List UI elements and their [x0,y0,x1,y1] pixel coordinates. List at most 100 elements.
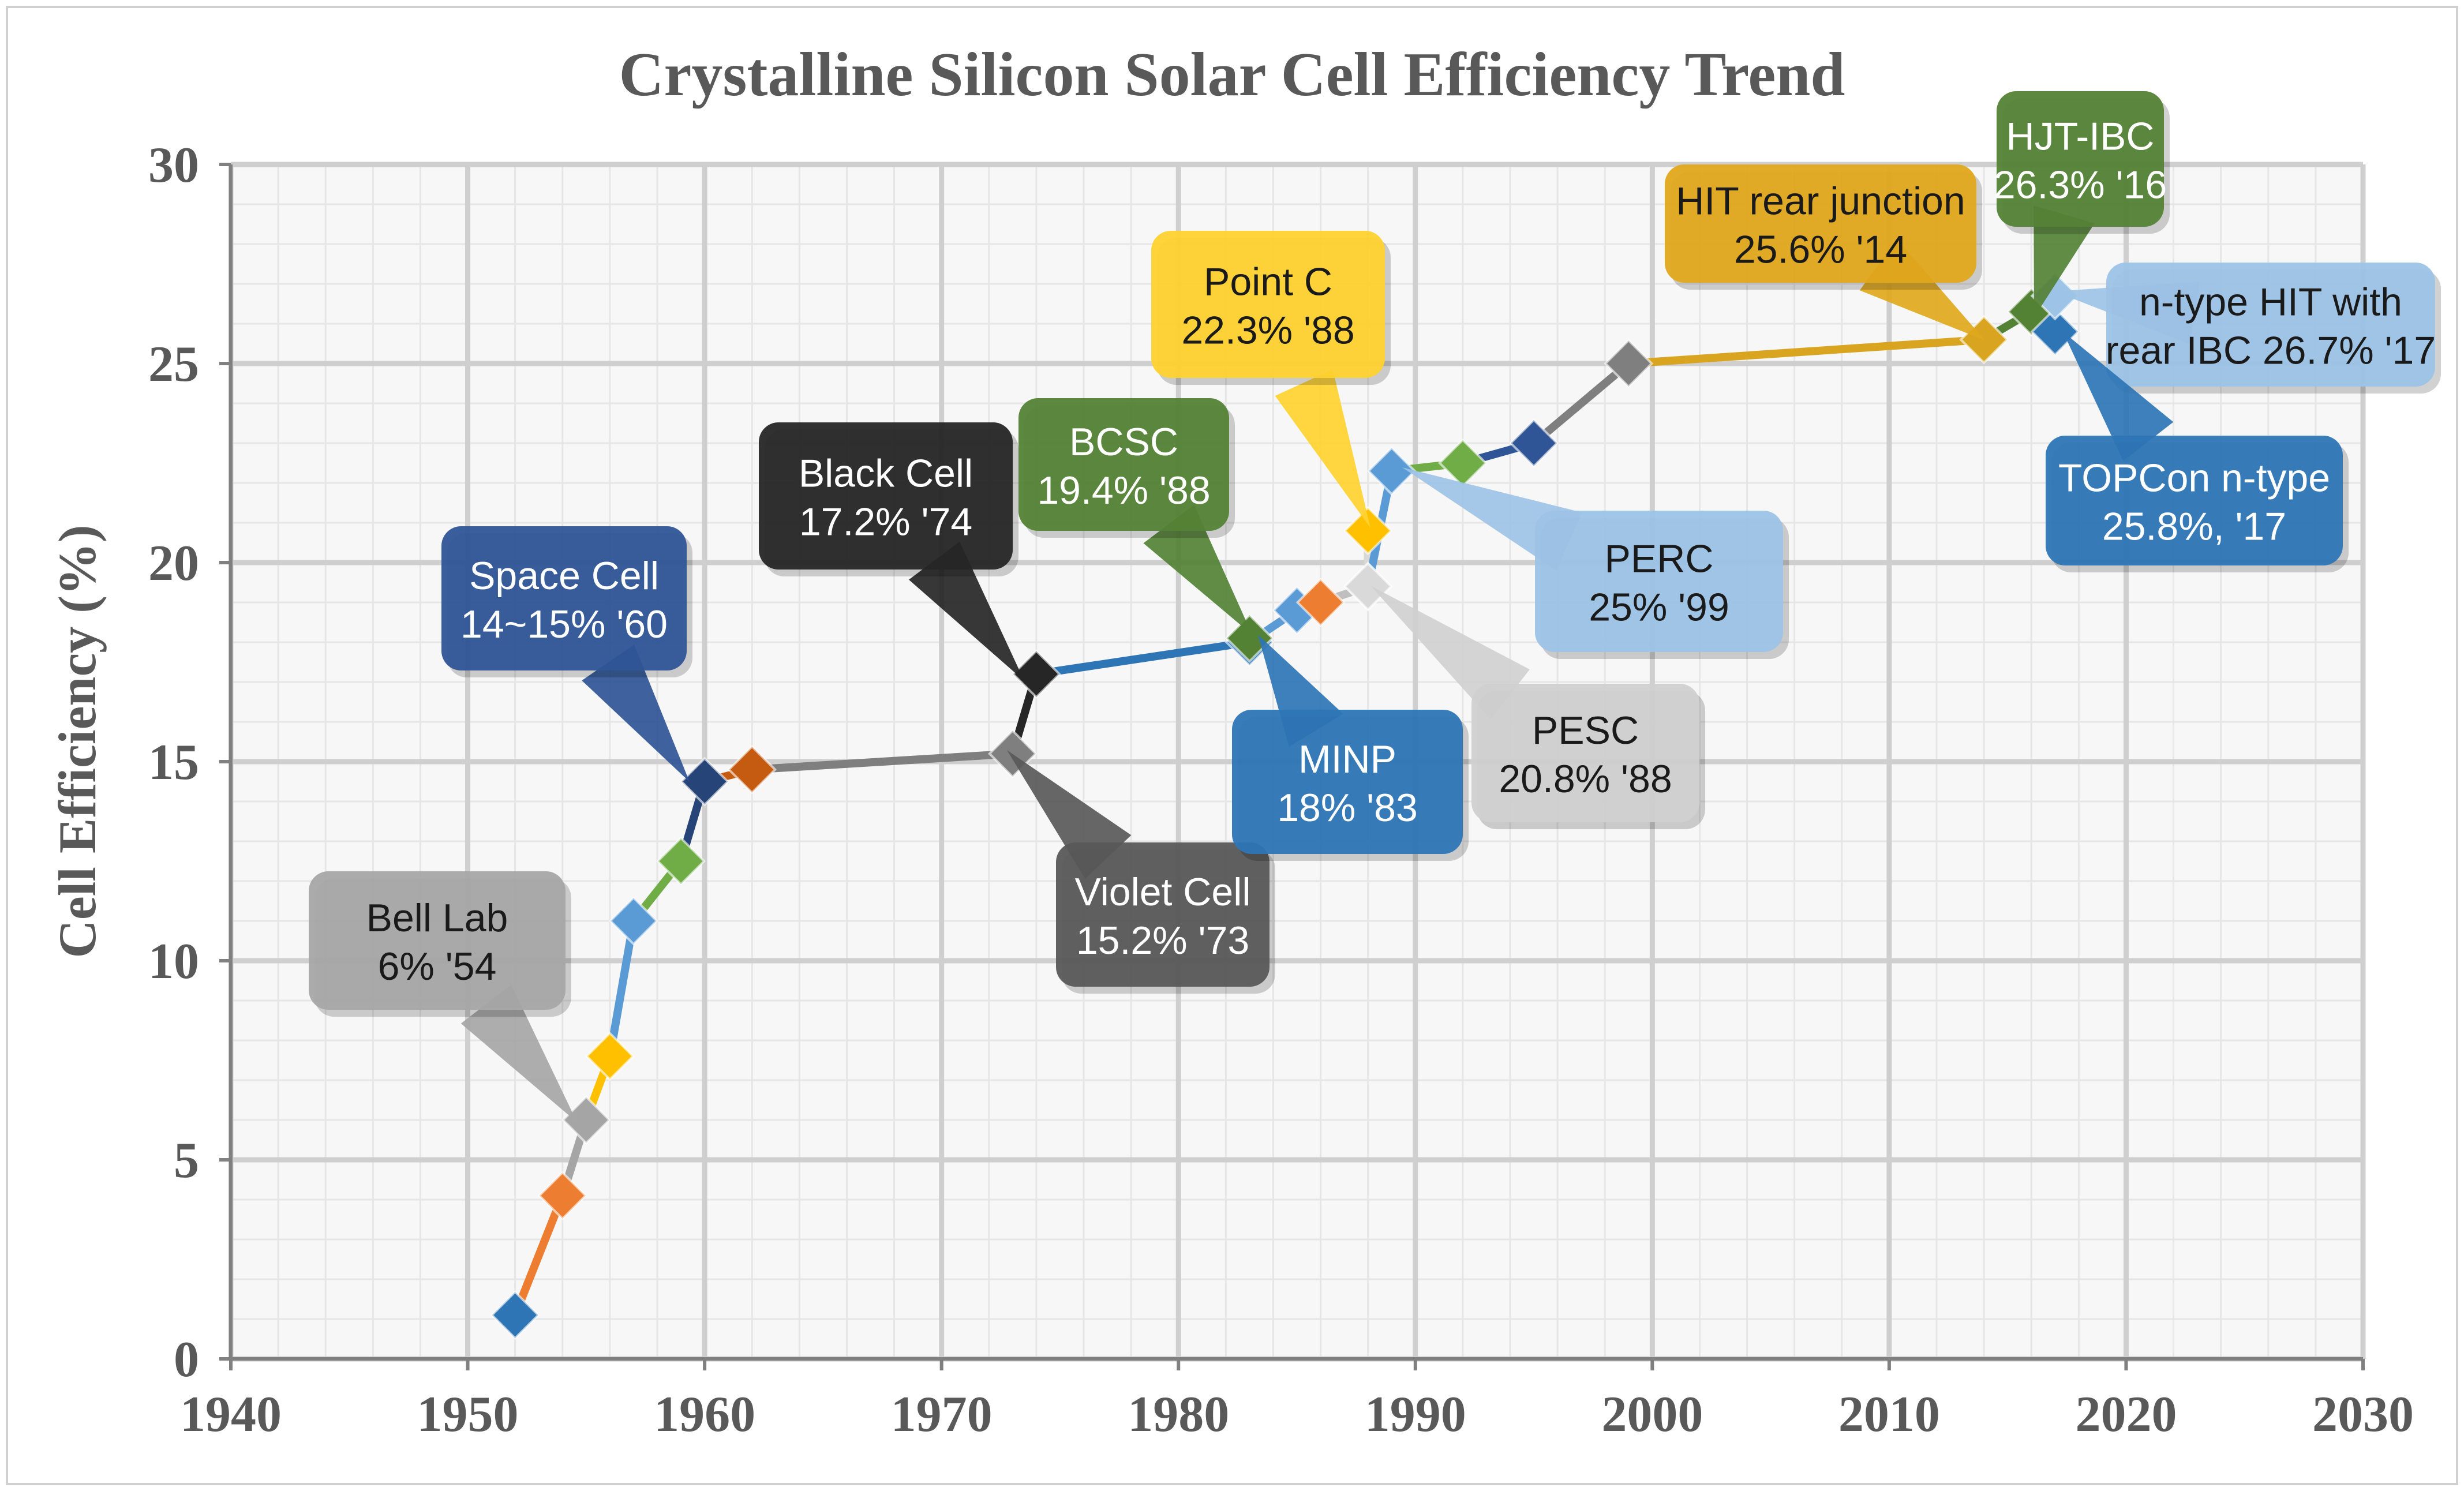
callout-pesc: PESC 20.8% '88 [1370,586,1705,829]
data-marker [585,1031,635,1081]
callout-text: rear IBC 26.7% '17 [2106,329,2436,373]
callout-violet-cell: Violet Cell 15.2% '73 [1007,750,1275,994]
callout-pointer [582,645,690,782]
data-marker [490,1290,540,1340]
x-tick-label: 2020 [2075,1387,2177,1443]
data-marker [680,756,729,807]
callout-pointer [2063,332,2174,461]
data-marker [656,836,706,886]
callout-text: PERC [1605,537,1714,581]
callout-text: 6% '54 [378,945,497,988]
y-tick-label: 25 [148,336,199,392]
callout-bell-lab: Bell Lab 6% '54 [309,871,577,1122]
callout-text: 17.2% '74 [799,500,972,544]
y-tick-label: 20 [148,535,199,591]
callout-box [1151,231,1385,378]
trend-segment [1530,359,1633,447]
data-marker [2030,306,2080,357]
x-tick-label: 1940 [180,1387,282,1443]
callout-box [2046,436,2343,565]
callout-box [1232,710,1463,854]
callout-text: 25% '99 [1589,586,1729,630]
callout-pointer [908,541,1024,681]
y-axis-label: Cell Efficiency (%) [48,525,107,958]
trend-segment [511,1192,567,1320]
data-marker [1343,505,1393,556]
callout-text: 18% '83 [1277,786,1418,830]
callout-box [1665,164,1976,283]
trend-segment [1624,335,1989,368]
callout-text: Black Cell [799,452,973,496]
data-marker [1604,339,1654,388]
x-tick-label: 1980 [1128,1387,1229,1443]
callout-box [1018,398,1229,531]
y-tick-label: 10 [148,934,199,990]
y-tick-label: 0 [174,1332,199,1388]
callout-text: Point C [1204,260,1332,304]
data-marker [1012,649,1061,699]
callout-text: 26.3% '16 [1994,163,2167,207]
callout-text: 25.8%, '17 [2102,505,2286,549]
x-tick-label: 1960 [654,1387,755,1443]
x-tick-label: 2000 [1601,1387,1703,1443]
callout-box [759,422,1013,570]
trend-segment [605,917,638,1061]
callout-text: Space Cell [469,554,659,598]
trend-segment [748,750,1017,774]
y-tick-label: 30 [148,137,199,193]
callout-hit-rear: HIT rear junction 25.6% '14 [1665,164,1985,340]
x-tick-label: 1990 [1365,1387,1466,1443]
x-tick-label: 1950 [417,1387,519,1443]
callout-text: 15.2% '73 [1076,919,1249,962]
callout-text: HIT rear junction [1676,179,1965,223]
x-tick-label: 1970 [891,1387,993,1443]
callout-minp: MINP 18% '83 [1232,635,1469,861]
callout-text: MINP [1298,737,1396,781]
callout-text: 14~15% '60 [460,602,668,646]
axes [219,163,2365,1370]
data-marker [1295,578,1346,627]
x-tick-label: 2030 [2312,1387,2414,1443]
callout-ntype-hit: n-type HIT with rear IBC 26.7% '17 [2054,263,2441,394]
y-tick-label: 5 [174,1133,199,1189]
callout-box [1056,842,1270,987]
x-axis-tick-labels: 1940 1950 1960 1970 1980 1990 2000 2010 2020 2030 [180,1387,2414,1443]
y-axis-tick-labels: 0 5 10 15 20 25 30 [148,137,199,1388]
trend-segment [1032,638,1254,679]
callout-box [309,871,566,1010]
callout-text: BCSC [1069,420,1178,464]
callout-text: 22.3% '88 [1181,309,1354,353]
callout-pointer [1275,369,1370,528]
callout-text: Violet Cell [1075,870,1251,914]
data-marker [537,1171,587,1220]
callout-text: Bell Lab [366,896,508,940]
callout-point-c: Point C 22.3% '88 [1151,231,1391,528]
data-marker [1343,561,1393,612]
callout-text: 25.6% '14 [1734,228,1907,272]
callout-box [441,526,687,670]
callout-perc: PERC 25% '99 [1402,467,1789,659]
callout-text: n-type HIT with [2139,280,2402,324]
callout-pointer [2034,205,2095,317]
callout-text: TOPCon n-type [2058,456,2330,500]
callout-bcsc: BCSC 19.4% '88 [1018,398,1252,635]
callout-text: PESC [1532,709,1639,752]
callout-pointer [1143,505,1252,635]
callout-box [1997,91,2164,227]
x-tick-label: 2010 [1838,1387,1940,1443]
callout-box [2106,263,2435,387]
callout-text: HJT-IBC [2006,115,2155,159]
data-marker [609,896,658,946]
chart-title: Crystalline Silicon Solar Cell Efficienc… [619,40,1845,109]
data-marker [1366,446,1417,496]
data-marker [1224,613,1275,663]
data-marker [727,744,777,795]
callout-topcon: TOPCon n-type 25.8%, '17 [2046,332,2349,572]
callout-pointer [460,984,577,1122]
